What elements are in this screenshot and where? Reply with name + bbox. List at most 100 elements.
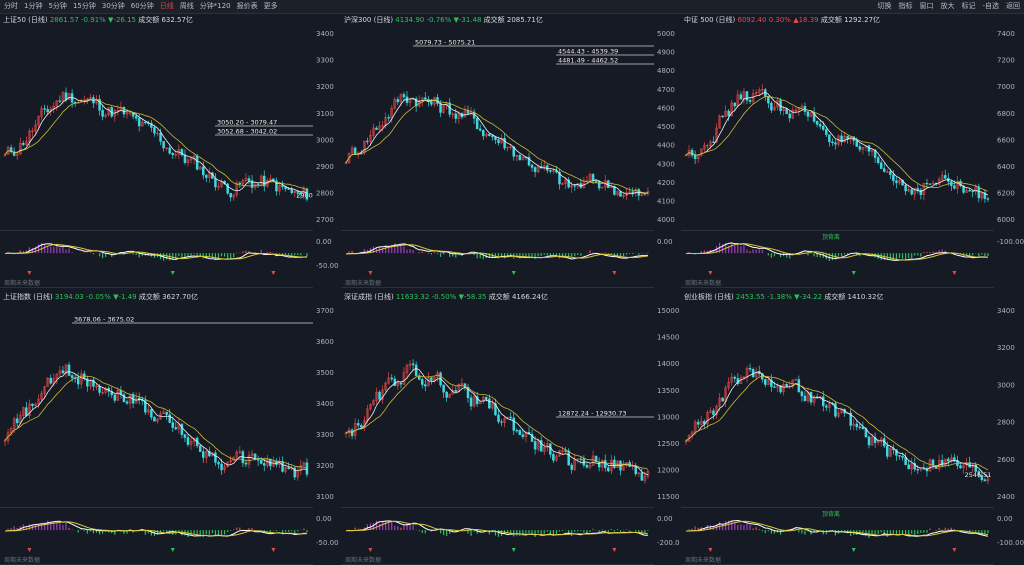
y-axis-label: 2700 xyxy=(316,216,334,224)
candle xyxy=(457,113,461,119)
macd-dea-line xyxy=(686,243,988,261)
period-tab-1[interactable]: 1分钟 xyxy=(24,2,43,10)
kline-chart[interactable]: 顶背离 xyxy=(681,14,994,288)
candle xyxy=(92,379,95,387)
candle xyxy=(247,178,251,181)
kline-chart[interactable]: 12872.24 - 12930.73 xyxy=(341,291,654,565)
candle xyxy=(693,421,697,433)
candle xyxy=(867,436,871,446)
candle xyxy=(910,189,913,195)
candle xyxy=(113,394,117,401)
candle xyxy=(800,105,804,108)
candle xyxy=(588,174,592,181)
axis-col-top-mid: 3400 3300 3200 3100 3000 2900 2800 2700 0.00 -50.… xyxy=(313,14,341,288)
toolbar-action-0[interactable]: 切换 xyxy=(877,2,892,10)
candle xyxy=(101,392,104,394)
candle xyxy=(974,464,977,472)
ma-long-line xyxy=(4,98,308,191)
toolbar-action-5[interactable]: -自选 xyxy=(982,2,999,10)
period-tab-7[interactable]: 周线 xyxy=(179,2,194,10)
index-price: 11633.32 xyxy=(395,293,430,301)
y-axis-label: 7400 xyxy=(997,30,1015,38)
candle xyxy=(567,179,570,188)
index-change-pct: -0.05% xyxy=(86,293,111,301)
period-tab-0[interactable]: 分时 xyxy=(4,2,18,10)
chart-panel-0[interactable]: 3050.20 - 3079.47 3052.68 - 3042.02 2900 上证… xyxy=(0,14,313,288)
candle xyxy=(375,127,378,130)
candle xyxy=(485,134,488,137)
candle xyxy=(549,170,552,172)
candle xyxy=(898,455,901,457)
candle xyxy=(509,146,512,148)
candle xyxy=(287,188,290,190)
candle xyxy=(344,432,348,434)
period-tab-5[interactable]: 60分钟 xyxy=(130,2,154,10)
candle xyxy=(539,440,543,452)
period-tab-4[interactable]: 30分钟 xyxy=(101,2,125,10)
kline-chart[interactable]: 3678.06 - 3675.02 xyxy=(0,291,313,565)
candle xyxy=(733,376,737,379)
macd-axis-label: 0.00 xyxy=(997,515,1013,523)
candle xyxy=(433,377,436,381)
axis-col-bottom-mid: 3700 3600 3500 3400 3300 3200 3100 0.00 -50.00 xyxy=(313,291,341,565)
period-tab-3[interactable]: 15分钟 xyxy=(72,2,96,10)
candle xyxy=(293,467,296,478)
chart-panel-4[interactable]: 12872.24 - 12930.73 深证成指 (日线) 11633.32 -0… xyxy=(341,291,654,565)
candle xyxy=(12,418,16,429)
candle xyxy=(919,468,923,470)
y-axis-label: 3400 xyxy=(997,307,1015,315)
period-tab-9[interactable]: 报价表 xyxy=(236,2,258,10)
y-axis-label: 3300 xyxy=(316,431,334,439)
index-name: 深证成指 (日线) xyxy=(344,293,394,301)
candle xyxy=(727,381,730,389)
y-axis-label: 4000 xyxy=(657,216,675,224)
candle xyxy=(171,153,174,155)
macd-axis-label: -100.00 xyxy=(997,238,1024,246)
turnover: 成交额 4166.24亿 xyxy=(488,293,548,301)
candle xyxy=(37,116,40,126)
candle xyxy=(518,430,522,435)
candle xyxy=(208,451,211,457)
period-tab-6[interactable]: 日线 xyxy=(159,2,174,10)
ma-short-line xyxy=(4,371,308,472)
chart-panel-3[interactable]: 3678.06 - 3675.02 上证指数 (日线) 3194.03 -0.05… xyxy=(0,291,313,565)
kline-chart[interactable]: 2546.51 顶背离 xyxy=(681,291,994,565)
chart-panel-2[interactable]: 顶背离 中证 500 (日线) 6092.40 0.30% ▲18.39 成交额 … xyxy=(681,14,994,288)
y-axis-label: 3100 xyxy=(316,493,334,501)
chart-panel-1[interactable]: 5079.73 - 5075.21 4544.43 - 4539.39 4481.4… xyxy=(341,14,654,288)
candle xyxy=(953,185,956,189)
period-tab-8[interactable]: 分钟*120 xyxy=(199,2,231,10)
candle xyxy=(278,185,281,192)
candle xyxy=(427,377,430,387)
candle xyxy=(37,398,40,405)
y-axis-label: 3300 xyxy=(316,57,334,65)
period-tab-2[interactable]: 5分钟 xyxy=(48,2,67,10)
toolbar-action-4[interactable]: 标记 xyxy=(961,2,976,10)
candle xyxy=(125,112,129,115)
toolbar: 分时 1分钟 5分钟 15分钟 30分钟 60分钟 日线 周线 分钟*120 报价表 更多 切换 指标… xyxy=(0,0,1024,14)
candle xyxy=(776,385,779,388)
chart-panel-5[interactable]: 2546.51 顶背离 创业板指 (日线) 2453.55 -1.38% ▼-34.… xyxy=(681,291,994,565)
macd-axis-label: -100.00 xyxy=(997,539,1024,547)
candle xyxy=(159,132,162,142)
toolbar-action-3[interactable]: 放大 xyxy=(940,2,955,10)
kline-chart[interactable]: 5079.73 - 5075.21 4544.43 - 4539.394481.4… xyxy=(341,14,654,288)
toolbar-action-6[interactable]: 返回 xyxy=(1006,2,1020,10)
toolbar-action-1[interactable]: 指标 xyxy=(898,2,913,10)
candle xyxy=(217,462,220,465)
candle xyxy=(205,174,208,178)
footer-hint: 周期未来数据 xyxy=(685,280,722,287)
candle xyxy=(168,147,171,154)
period-tab-10[interactable]: 更多 xyxy=(263,2,278,10)
candle xyxy=(521,434,525,437)
toolbar-action-2[interactable]: 窗口 xyxy=(919,2,934,10)
candle xyxy=(171,422,174,428)
candle xyxy=(350,147,354,154)
candle xyxy=(588,465,592,468)
candle xyxy=(180,149,184,156)
index-price: 2453.55 xyxy=(735,293,765,301)
candle xyxy=(782,108,785,112)
signal-arrow xyxy=(851,271,856,276)
candle xyxy=(363,140,366,154)
